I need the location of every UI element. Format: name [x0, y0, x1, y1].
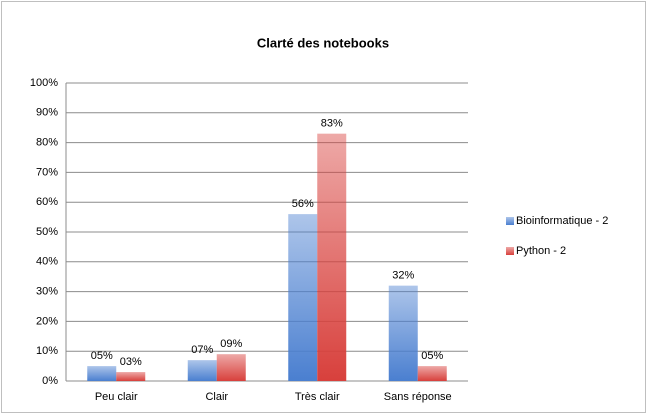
y-tick-label: 50%: [36, 226, 58, 238]
bar: [187, 360, 217, 381]
legend-label: Bioinformatique - 2: [516, 215, 608, 227]
y-tick-label: 100%: [30, 77, 58, 89]
data-label: 56%: [292, 198, 314, 210]
bar: [288, 214, 318, 381]
data-label: 07%: [191, 344, 213, 356]
bar: [417, 366, 447, 381]
bar: [317, 133, 347, 381]
chart-title: Clarté des notebooks: [257, 35, 389, 50]
data-label: 32%: [392, 270, 414, 282]
x-tick-label: Peu clair: [95, 391, 138, 403]
y-tick-label: 10%: [36, 345, 58, 357]
data-label: 05%: [91, 350, 113, 362]
bar: [388, 285, 418, 381]
legend-swatch: [506, 217, 514, 225]
y-tick-label: 0%: [42, 375, 58, 387]
bar: [216, 354, 246, 381]
y-tick-label: 70%: [36, 166, 58, 178]
y-tick-label: 30%: [36, 286, 58, 298]
x-tick-label: Très clair: [295, 391, 340, 403]
legend-label: Python - 2: [516, 245, 566, 257]
bar: [87, 366, 117, 381]
y-tick-label: 80%: [36, 137, 58, 149]
y-tick-label: 60%: [36, 196, 58, 208]
data-label: 03%: [120, 356, 142, 368]
y-tick-label: 90%: [36, 107, 58, 119]
data-label: 05%: [421, 350, 443, 362]
data-label: 83%: [321, 118, 343, 130]
bar: [116, 372, 146, 381]
legend-swatch: [506, 247, 514, 255]
y-tick-label: 40%: [36, 256, 58, 268]
data-label: 09%: [220, 338, 242, 350]
x-tick-label: Sans réponse: [384, 391, 452, 403]
x-tick-label: Clair: [205, 391, 228, 403]
y-tick-label: 20%: [36, 315, 58, 327]
